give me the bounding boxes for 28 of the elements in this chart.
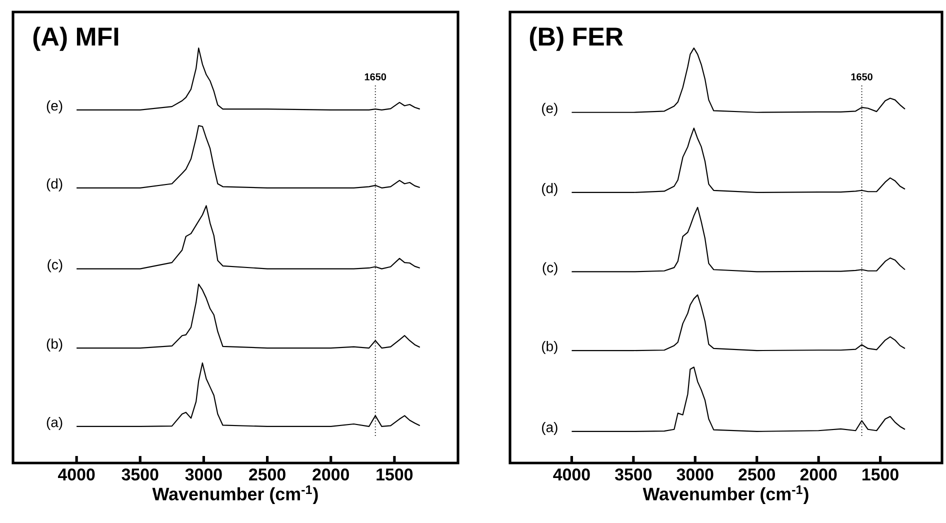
x-tick-label: 3000 [185,468,222,481]
x-axis-title: Wavenumber (cm$^{-1}$) [642,485,808,504]
chart-title: (A) MFI [33,26,118,51]
x-tick-label: 4000 [58,468,95,480]
series-label: (b) [542,341,558,354]
series-label: (c) [542,262,558,276]
ref-line-label: 1650 [851,73,872,80]
x-tick-label: 3000 [676,468,714,481]
x-tick-label: 2500 [738,468,775,480]
series-label: (d) [542,182,558,196]
x-tick-label: 3500 [122,468,158,481]
x-tick-label: 2500 [249,468,286,480]
chart-title: (B) FER [530,26,624,51]
ref-line-label: 1650 [364,73,386,80]
x-tick-label: 1500 [376,468,413,480]
series-label: (a) [46,416,62,430]
series-label: (e) [542,102,558,116]
series-label: (b) [46,338,62,352]
x-tick-label: 1500 [862,468,898,480]
series-label: (d) [46,178,62,192]
x-tick-label: 2000 [312,468,349,480]
series-label: (a) [542,422,558,435]
x-tick-label: 2000 [800,468,837,480]
x-axis-title: Wavenumber (cm$^{-1}$) [152,485,318,504]
x-tick-label: 3500 [614,468,652,481]
series-label: (e) [46,100,62,114]
x-tick-label: 4000 [553,468,590,480]
series-label: (c) [48,259,62,272]
